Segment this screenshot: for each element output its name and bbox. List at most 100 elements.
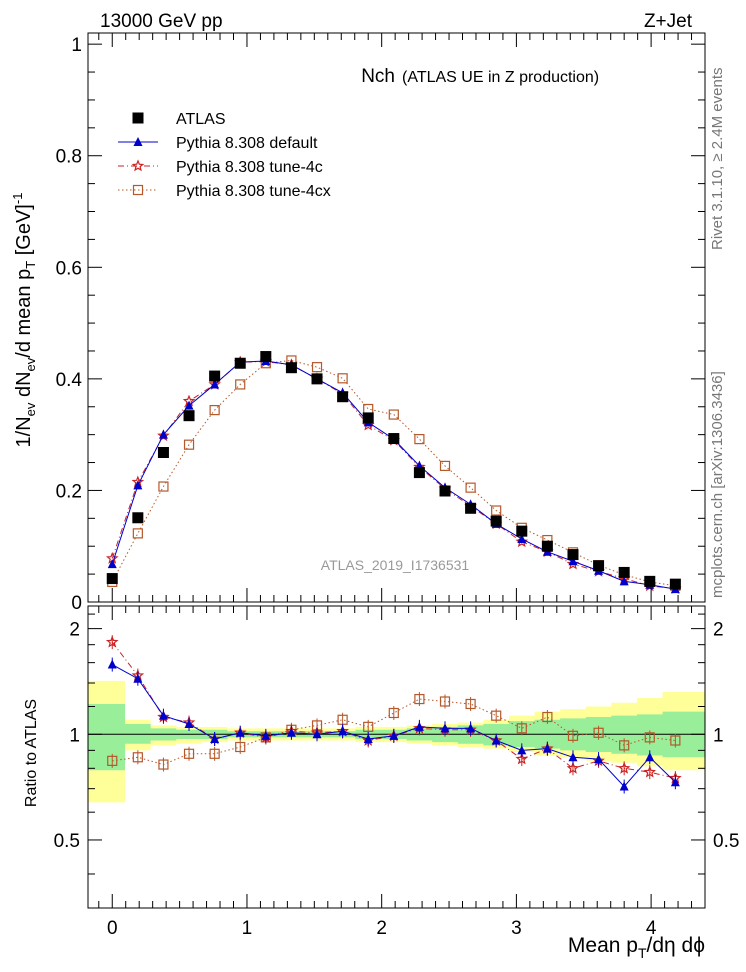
x-tick-label: 4: [646, 918, 657, 939]
ratio-point: [312, 729, 322, 739]
series-line: [111, 359, 676, 587]
ratio-point: [158, 710, 168, 720]
ratio-point: [107, 659, 117, 669]
mcplots-label: mcplots.cern.ch [arXiv:1306.3436]: [709, 371, 726, 598]
analysis-watermark: ATLAS_2019_I1736531: [321, 557, 470, 573]
ratio-point: [363, 721, 374, 732]
ratio-point: [594, 754, 604, 764]
ratio-point: [644, 732, 655, 743]
data-point: [184, 400, 194, 410]
data-point: [337, 391, 349, 403]
data-point: [210, 379, 220, 389]
legend-marker: [132, 184, 144, 196]
plot-title: Nch: [361, 66, 395, 87]
main-series-layer: [105, 351, 682, 595]
series-pythia-8-308-tune-4cx: [107, 355, 681, 591]
ratio-point: [286, 727, 296, 737]
x-tick-label: 3: [511, 918, 522, 939]
ratio-y-tick-label-right: 0.5: [713, 831, 739, 852]
ratio-point: [261, 730, 271, 740]
data-point: [209, 405, 220, 416]
ratio-point: [466, 723, 476, 733]
data-point: [669, 578, 681, 590]
ratio-point: [133, 673, 143, 683]
ratio-point: [105, 635, 119, 648]
ratio-point: [465, 698, 476, 710]
data-point: [439, 485, 451, 497]
x-tick-label: 2: [376, 918, 387, 939]
data-point: [388, 409, 399, 420]
plot-subtitle: (ATLAS UE in Z production): [402, 69, 599, 86]
legend-entry-pythia-8-308-tune-4cx: Pythia 8.308 tune-4cx: [118, 183, 331, 200]
main-y-tick-label: 0.6: [56, 258, 82, 279]
legend-label: ATLAS: [176, 111, 226, 128]
ratio-point: [389, 730, 399, 740]
legend-label: Pythia 8.308 tune-4c: [176, 159, 323, 176]
data-point: [491, 505, 502, 516]
axes-layer: 0 0.2 0.4 0.6 0.8 1 0 1 2 3 4 0.5 0.5 1 1 2 2: [54, 32, 739, 939]
data-point: [183, 410, 195, 422]
ratio-y-tick-label-right: 1: [713, 725, 724, 746]
ratio-point: [388, 707, 399, 719]
data-point: [158, 481, 169, 492]
ratio-point: [568, 752, 578, 762]
ratio-point: [670, 735, 681, 746]
series-atlas: [106, 351, 681, 590]
ratio-point: [363, 733, 373, 743]
data-point: [209, 370, 221, 382]
data-point: [106, 573, 118, 585]
ratio-point: [132, 752, 143, 763]
ratio-point: [107, 755, 118, 766]
data-point: [568, 556, 578, 566]
x-tick-label: 0: [107, 918, 118, 939]
data-point: [361, 418, 375, 431]
data-point: [439, 460, 451, 471]
data-point: [158, 429, 168, 439]
main-y-tick-label: 0.2: [56, 481, 82, 502]
ratio-point: [209, 748, 220, 759]
main-y-tick-label: 0.4: [56, 370, 83, 391]
ratio-point: [593, 727, 604, 738]
ratio-point: [491, 735, 501, 745]
x-tick-label: 1: [242, 918, 253, 939]
data-point: [593, 560, 605, 572]
ratio-point: [235, 741, 246, 753]
data-point: [260, 351, 272, 363]
data-point: [157, 446, 169, 458]
ratio-point: [491, 710, 502, 721]
ratio-line: [112, 698, 676, 766]
data-point: [414, 434, 425, 445]
data-point: [362, 412, 374, 424]
data-point: [515, 535, 529, 548]
ratio-point: [670, 777, 680, 787]
data-point: [517, 533, 527, 543]
main-y-label: 1/Nev dNev/d mean pT [GeV]-1: [10, 193, 38, 448]
legend-marker: [131, 159, 145, 172]
ratio-series-pythia-8-308-default: [107, 657, 680, 794]
main-y-tick-label: 1: [71, 35, 82, 56]
ratio-point: [184, 718, 194, 728]
legend: ATLAS Pythia 8.308 default Pythia 8.308 tu…: [118, 111, 331, 200]
ratio-point: [414, 693, 425, 705]
data-point: [132, 528, 143, 539]
data-point: [285, 362, 297, 374]
ratio-point: [439, 696, 451, 707]
legend-marker: [132, 112, 144, 124]
ratio-y-tick-label: 1: [69, 725, 80, 746]
header-right: Z+Jet: [644, 11, 693, 32]
main-y-tick-label: 0.8: [56, 147, 82, 168]
data-point: [107, 559, 117, 569]
data-point: [234, 357, 246, 369]
data-point: [132, 512, 144, 524]
data-point: [619, 576, 629, 586]
ratio-point: [338, 726, 348, 736]
data-point: [490, 515, 502, 527]
ratio-point: [183, 748, 195, 759]
data-point: [541, 540, 553, 552]
series-line: [111, 360, 676, 590]
ratio-point: [210, 733, 220, 743]
main-y-tick-label: 0: [71, 593, 82, 614]
ratio-point: [158, 759, 169, 770]
data-point: [337, 373, 348, 384]
ratio-point: [542, 711, 553, 723]
